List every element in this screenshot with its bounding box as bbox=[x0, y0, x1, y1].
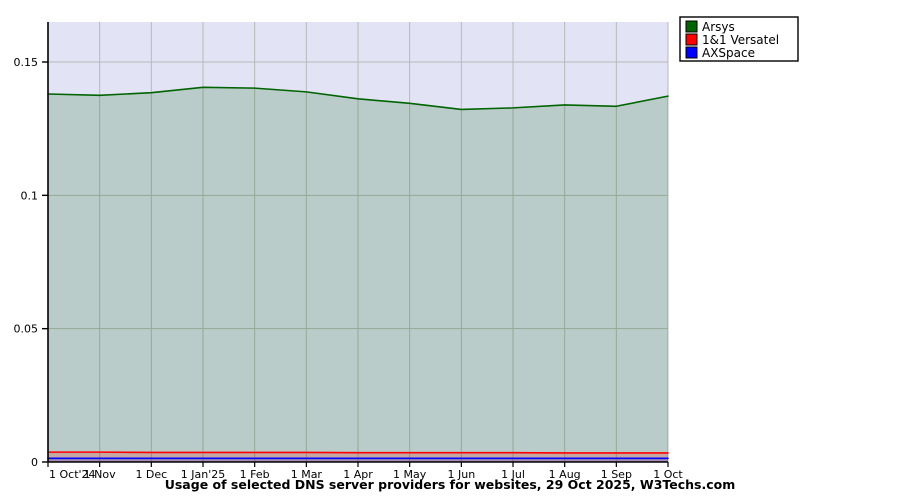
legend: Arsys 1&1 Versatel AXSpace bbox=[679, 16, 799, 62]
x-axis-ticks: 1 Oct'241 Nov 1 Dec 1 Jan'25 1 Feb 1 Mar 1 Ap… bbox=[47, 462, 683, 481]
x-tick-label: 1 Feb bbox=[240, 468, 270, 481]
y-tick-label: 0.1 bbox=[21, 189, 39, 202]
y-tick-label: 0.05 bbox=[14, 323, 39, 336]
x-tick-label: 1 Jan'25 bbox=[181, 468, 225, 481]
series-line-arsys bbox=[47, 86, 669, 111]
series-areas bbox=[48, 87, 668, 462]
y-tick-label: 0 bbox=[31, 456, 38, 469]
y-axis-ticks: 0 0.05 0.1 0.15 bbox=[14, 56, 48, 469]
x-tick-label: 1 Mar bbox=[291, 468, 323, 481]
legend-item-1and1-versatel[interactable]: 1&1 Versatel bbox=[685, 33, 779, 47]
legend-swatch-1and1-versatel bbox=[685, 33, 698, 46]
legend-box bbox=[679, 16, 799, 62]
x-gridlines bbox=[99, 22, 669, 462]
series-lines bbox=[47, 86, 669, 460]
series-area-axspace bbox=[48, 458, 668, 462]
series-line-1-1-versatel bbox=[47, 451, 669, 454]
x-tick-label: 1 Oct bbox=[653, 468, 683, 481]
legend-label-axspace: AXSpace bbox=[702, 46, 755, 60]
x-tick-label: 1 Jun bbox=[447, 468, 475, 481]
series-area-1-1-versatel bbox=[48, 452, 668, 462]
series-area-arsys bbox=[48, 87, 668, 462]
x-tick-label: 1 Oct'24 bbox=[49, 468, 96, 481]
x-tick-label: 1 Dec bbox=[135, 468, 167, 481]
legend-label-1and1-versatel: 1&1 Versatel bbox=[702, 33, 779, 47]
x-tick-label: 1 Sep bbox=[601, 468, 632, 481]
y-tick-label: 0.15 bbox=[14, 56, 39, 69]
legend-swatch-arsys bbox=[685, 20, 698, 33]
x-tick-label: 1 Aug bbox=[549, 468, 581, 481]
legend-item-arsys[interactable]: Arsys bbox=[685, 20, 735, 34]
legend-label-arsys: Arsys bbox=[702, 20, 735, 34]
chart-caption: Usage of selected DNS server providers f… bbox=[165, 477, 736, 492]
x-tick-label: 1 May bbox=[393, 468, 427, 481]
legend-swatch-axspace bbox=[685, 46, 698, 59]
legend-item-axspace[interactable]: AXSpace bbox=[685, 46, 755, 60]
x-tick-label: 1 Nov bbox=[84, 468, 116, 481]
x-tick-label: 1 Apr bbox=[343, 468, 373, 481]
x-tick-label: 1 Jul bbox=[501, 468, 525, 481]
